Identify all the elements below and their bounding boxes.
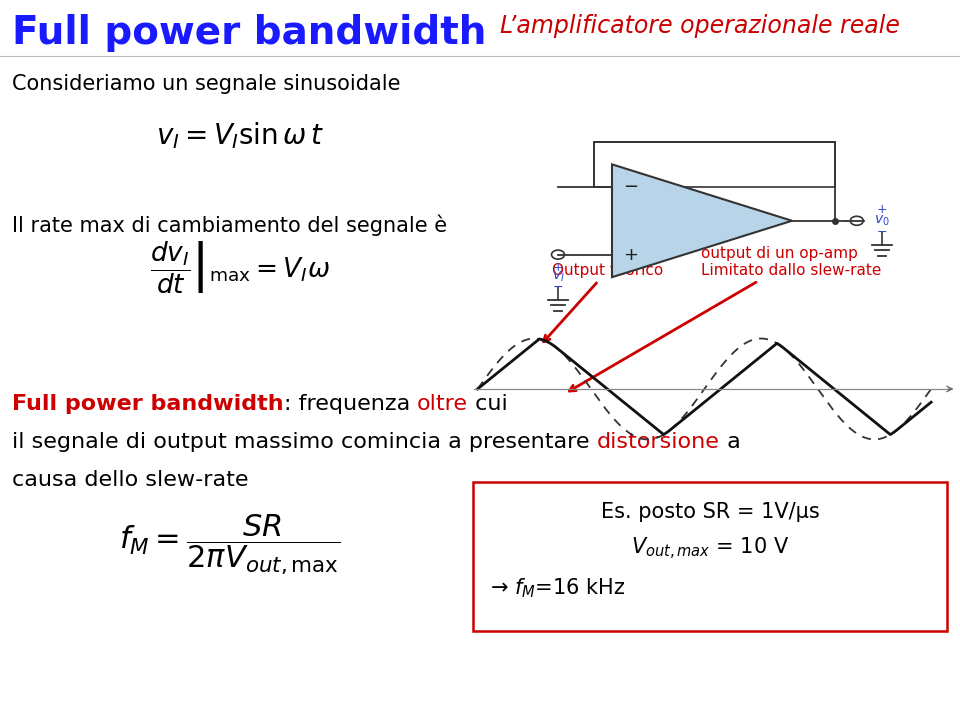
Text: il segnale di output massimo comincia a presentare: il segnale di output massimo comincia a … [12, 432, 596, 452]
Text: $v_I$: $v_I$ [552, 270, 564, 284]
Text: $V_{out,max}$ = 10 V: $V_{out,max}$ = 10 V [631, 536, 789, 562]
Text: causa dello slew-rate: causa dello slew-rate [12, 470, 249, 490]
Text: distorsione: distorsione [596, 432, 719, 452]
Text: Es. posto SR = 1V/μs: Es. posto SR = 1V/μs [601, 502, 820, 522]
Text: output di un op-amp
Limitato dallo slew-rate: output di un op-amp Limitato dallo slew-… [569, 246, 881, 391]
Text: +: + [623, 246, 637, 263]
Text: : frequenza: : frequenza [283, 394, 417, 414]
FancyBboxPatch shape [473, 482, 947, 631]
Text: −: − [623, 178, 638, 196]
Text: $v_0$: $v_0$ [875, 213, 890, 228]
Bar [594, 142, 835, 187]
Text: $v_I = V_I \sin \omega\, t$: $v_I = V_I \sin \omega\, t$ [156, 120, 324, 151]
Text: Consideriamo un segnale sinusoidale: Consideriamo un segnale sinusoidale [12, 74, 400, 94]
Text: oltre: oltre [417, 394, 468, 414]
Text: $\left.\dfrac{dv_I}{dt}\right|_{\mathrm{max}} = V_I\omega$: $\left.\dfrac{dv_I}{dt}\right|_{\mathrm{… [150, 239, 330, 296]
Text: cui: cui [468, 394, 508, 414]
Text: Full power bandwidth: Full power bandwidth [12, 394, 283, 414]
Text: +: + [553, 260, 564, 274]
Polygon shape [612, 164, 792, 277]
Text: L’amplificatore operazionale reale: L’amplificatore operazionale reale [500, 14, 900, 38]
Text: → $f_M$=16 kHz: → $f_M$=16 kHz [490, 576, 625, 600]
Text: a: a [719, 432, 740, 452]
Text: −: − [876, 225, 887, 239]
Text: $f_M = \dfrac{SR}{2\pi V_{out,\mathrm{max}}}$: $f_M = \dfrac{SR}{2\pi V_{out,\mathrm{ma… [119, 512, 341, 576]
Text: Full power bandwidth: Full power bandwidth [12, 14, 487, 52]
Text: +: + [876, 203, 887, 216]
Text: −: − [553, 281, 564, 294]
Text: Output teorico: Output teorico [543, 263, 663, 341]
Text: Il rate max di cambiamento del segnale è: Il rate max di cambiamento del segnale è [12, 214, 447, 236]
